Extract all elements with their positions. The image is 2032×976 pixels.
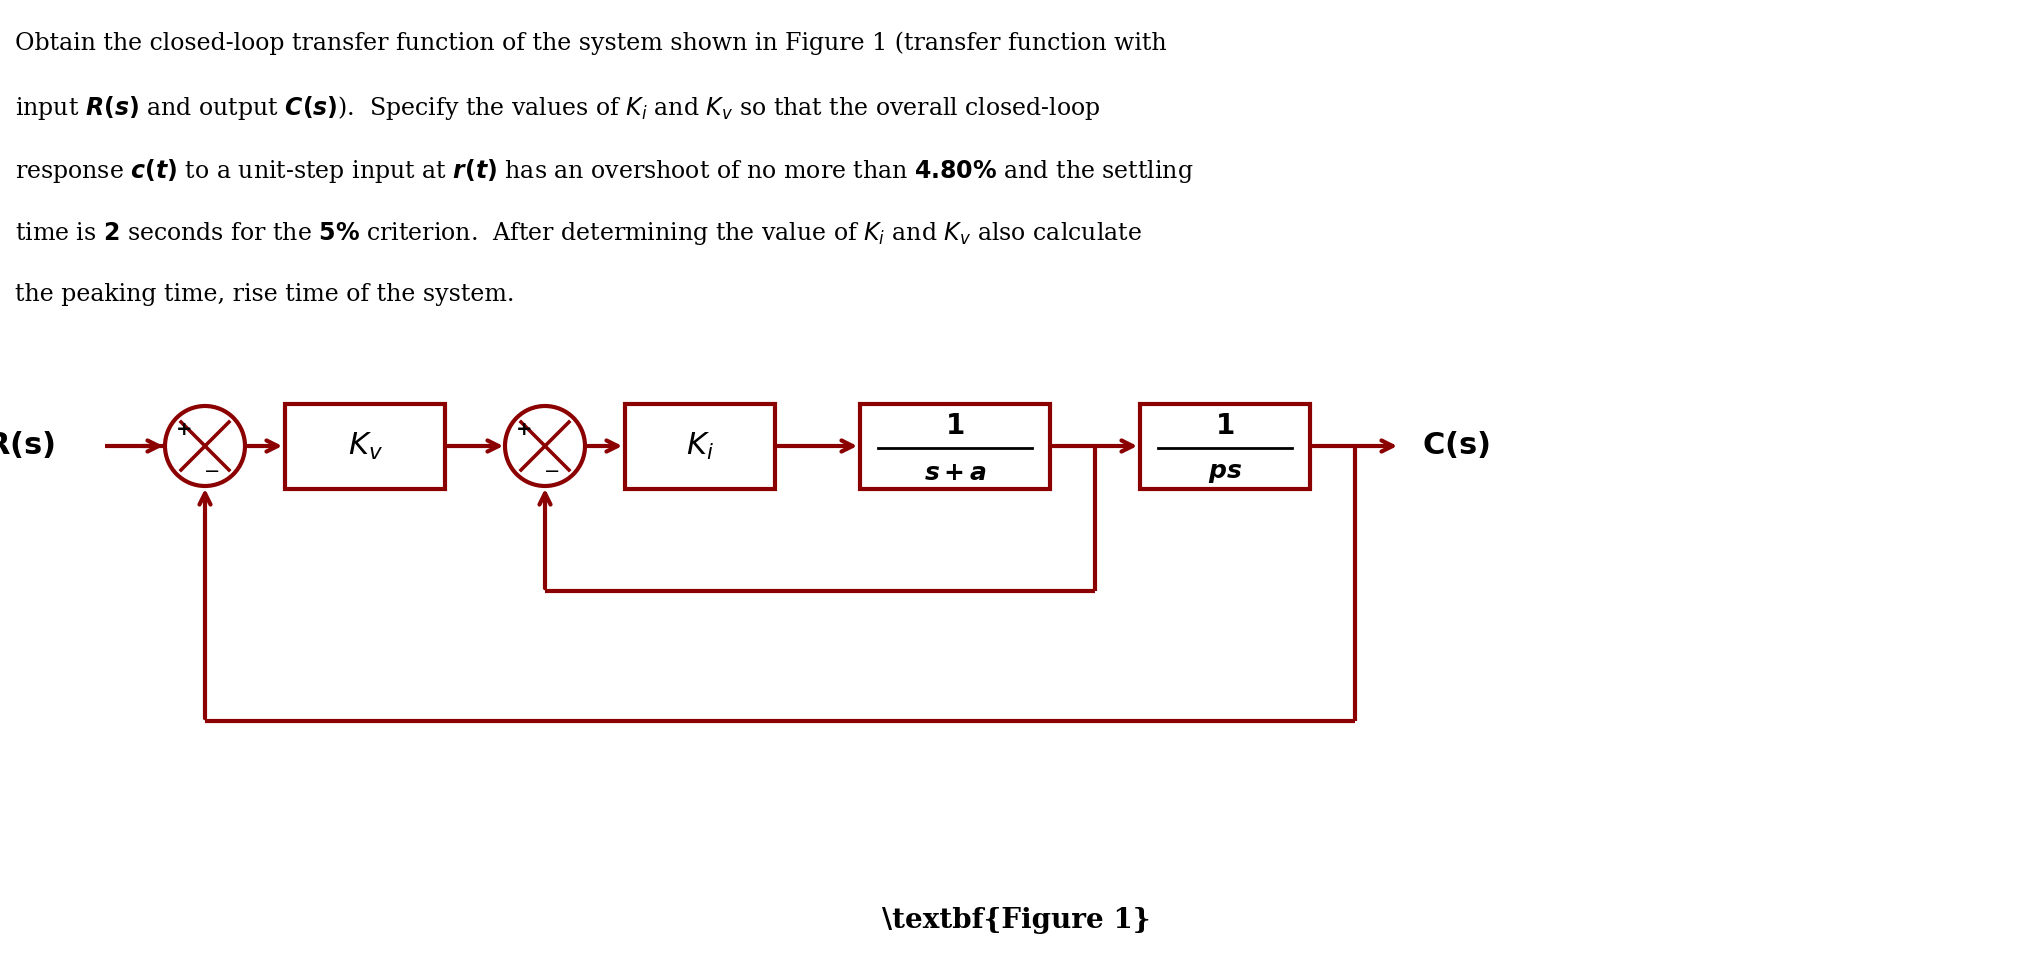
Bar	[626, 403, 774, 489]
Bar	[284, 403, 445, 489]
Circle shape	[506, 406, 585, 486]
Text: $\boldsymbol{s + a}$: $\boldsymbol{s + a}$	[925, 462, 986, 484]
Text: $\mathbf{C(s)}$: $\mathbf{C(s)}$	[1422, 430, 1489, 462]
Text: $\boldsymbol{K_v}$: $\boldsymbol{K_v}$	[347, 430, 382, 462]
Text: $\boldsymbol{ps}$: $\boldsymbol{ps}$	[1207, 462, 1242, 484]
Bar	[860, 403, 1051, 489]
Text: the peaking time, rise time of the system.: the peaking time, rise time of the syste…	[14, 283, 514, 306]
Text: $-$: $-$	[203, 460, 219, 478]
Text: \textbf{Figure 1}: \textbf{Figure 1}	[882, 908, 1150, 934]
Text: $\mathbf{1}$: $\mathbf{1}$	[945, 413, 965, 439]
Text: +: +	[516, 420, 532, 438]
Text: $\mathbf{1}$: $\mathbf{1}$	[1215, 413, 1235, 439]
Text: $-$: $-$	[543, 460, 559, 478]
Text: +: +	[177, 420, 193, 438]
Text: $\boldsymbol{K_i}$: $\boldsymbol{K_i}$	[687, 430, 713, 462]
Text: time is $\mathbf{2}$ seconds for the $\mathbf{5\%}$ criterion.  After determinin: time is $\mathbf{2}$ seconds for the $\m…	[14, 220, 1142, 247]
Text: Obtain the closed-loop transfer function of the system shown in Figure 1 (transf: Obtain the closed-loop transfer function…	[14, 31, 1166, 55]
Text: $\mathbf{R(s)}$: $\mathbf{R(s)}$	[0, 430, 55, 462]
Text: input $\boldsymbol{R(s)}$ and output $\boldsymbol{C(s)}$).  Specify the values o: input $\boldsymbol{R(s)}$ and output $\b…	[14, 94, 1101, 122]
Bar	[1140, 403, 1311, 489]
Circle shape	[165, 406, 246, 486]
Text: response $\boldsymbol{c(t)}$ to a unit-step input at $\boldsymbol{r(t)}$ has an : response $\boldsymbol{c(t)}$ to a unit-s…	[14, 157, 1193, 185]
